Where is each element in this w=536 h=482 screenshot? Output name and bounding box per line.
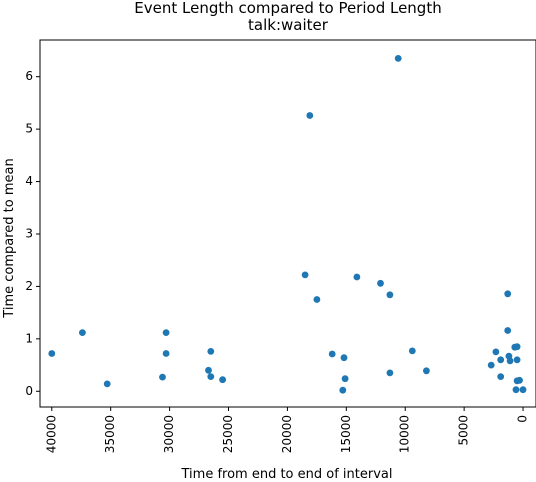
data-point (205, 366, 212, 374)
data-point (394, 55, 402, 62)
data-point (408, 347, 416, 355)
x-tick-label: 10000 (398, 415, 412, 453)
data-point (353, 273, 361, 281)
data-point (377, 279, 384, 287)
y-tick-label: 1 (25, 331, 33, 345)
x-tick-label: 5000 (457, 415, 471, 446)
y-tick-label: 5 (25, 122, 33, 136)
y-tick-label: 4 (25, 174, 33, 188)
y-axis: 0 1 2 3 4 5 6 (25, 69, 40, 398)
data-point (162, 329, 170, 336)
axes-frame (39, 39, 536, 408)
data-point (504, 327, 512, 334)
data-point (162, 350, 170, 357)
data-point (207, 348, 215, 355)
data-point (487, 361, 495, 369)
data-point (506, 357, 514, 365)
data-point (497, 373, 505, 380)
data-point (341, 375, 349, 383)
data-point (492, 348, 500, 356)
data-point (423, 367, 430, 375)
data-point (497, 356, 505, 364)
data-point (103, 380, 111, 388)
x-tick-label: 25000 (221, 415, 235, 453)
data-point (48, 350, 56, 357)
data-point (328, 350, 336, 358)
x-tick-label: 35000 (103, 415, 117, 453)
data-point (159, 373, 166, 381)
data-point (513, 356, 521, 364)
data-point (219, 376, 227, 384)
x-axis-label: Time from end to end of interval (181, 467, 393, 482)
data-point (386, 369, 394, 377)
data-point (512, 386, 520, 394)
data-point (79, 329, 86, 336)
y-tick-label: 6 (25, 69, 33, 83)
x-axis: 40000 35000 30000 25000 20000 15000 10000 5000 0 (44, 407, 530, 453)
x-tick-label: 0 (516, 415, 530, 423)
data-point (301, 271, 309, 279)
data-point (504, 290, 512, 298)
data-point (207, 373, 215, 380)
chart-title: Event Length compared to Period Length (134, 0, 441, 17)
data-point (339, 386, 347, 394)
plot-area (48, 55, 527, 394)
y-tick-label: 0 (25, 384, 33, 398)
x-tick-label: 20000 (280, 415, 294, 453)
data-point (513, 343, 521, 351)
data-point (306, 112, 314, 119)
chart-subtitle: talk:waiter (248, 16, 329, 34)
data-point (516, 376, 523, 384)
data-point (519, 386, 527, 394)
data-point (340, 354, 348, 362)
data-point (313, 296, 321, 303)
x-tick-label: 15000 (339, 415, 353, 453)
y-tick-label: 2 (25, 279, 33, 293)
y-axis-label: Time compared to mean (2, 158, 17, 318)
x-tick-label: 30000 (162, 415, 176, 453)
x-tick-label: 40000 (44, 415, 58, 453)
y-tick-label: 3 (25, 226, 33, 240)
data-point (386, 291, 394, 299)
